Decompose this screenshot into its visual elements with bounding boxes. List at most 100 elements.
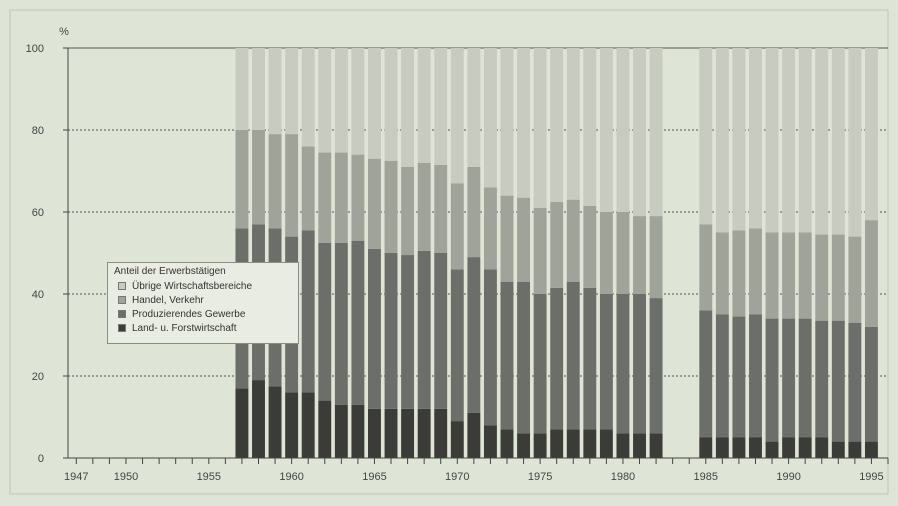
bar-segment [450,421,464,458]
bar-segment [467,166,481,258]
bar-segment [765,441,779,458]
bar-segment [732,230,746,317]
bar-segment [749,228,762,315]
bar-segment [633,216,646,294]
bar-segment [517,433,531,458]
chart-frame [9,9,889,495]
bar-segment [301,48,315,147]
bar-segment [235,48,249,130]
bar-segment [517,281,531,434]
bar-segment [318,242,332,401]
x-tick-label: 1950 [114,471,138,483]
bar-segment [633,433,646,458]
bar-segment [616,48,630,212]
bar-segment [235,130,249,229]
legend-label: Handel, Verkehr [132,294,204,306]
legend-item-land: Land- u. Forstwirtschaft [114,321,292,335]
bar-segment [566,281,580,430]
y-tick-label: 20 [32,371,44,383]
bar-segment [417,408,431,458]
bar-segment [864,441,878,458]
bar-segment [384,48,398,161]
bar-segment [334,242,348,405]
bar-segment [268,386,282,458]
bar-segment [384,408,398,458]
bar-segment [533,294,547,434]
bar-segment [831,320,845,442]
x-tick-label: 1985 [694,471,718,483]
bar-segment [500,195,514,282]
bar-segment [848,322,862,442]
bar-segment [815,320,829,438]
bar-segment [599,48,613,212]
bar-segment [616,294,630,434]
bar-segment [483,269,497,426]
bar-segment [699,48,713,225]
bar-segment [566,429,580,458]
bar-segment [699,310,713,438]
bar-segment [533,207,547,294]
bar-segment [649,298,663,434]
legend-label: Übrige Wirtschaftsbereiche [132,280,253,292]
bar-segment [765,48,779,233]
bar-segment [434,408,448,458]
bar-segment [583,48,597,206]
bar-segment [368,248,381,409]
bar-segment [732,316,746,438]
bar-segment [864,326,878,442]
bar-segment [268,48,282,135]
bar-segment [301,230,315,393]
bar-segment [831,48,845,235]
bar-segment [864,48,878,221]
bar-segment [334,48,348,153]
x-tick-label: 1970 [445,471,469,483]
bar-segment [583,429,597,458]
bar-segment [401,48,415,167]
bar-segment [417,162,431,251]
legend-swatch [118,282,126,290]
x-tick-label: 1995 [859,471,883,483]
bar-segment [715,48,729,233]
x-tick-label: 1980 [611,471,635,483]
bar-segment [533,48,547,208]
bar-segment [649,48,663,217]
bar-segment [417,48,431,163]
y-tick-label: 100 [26,43,44,55]
bar-segment [566,199,580,282]
bar-segment [252,130,265,225]
bar-segment [599,429,613,458]
bar-segment [401,166,415,256]
bar-segment [848,236,862,323]
legend-label: Land- u. Forstwirtschaft [132,322,237,334]
bar-segment [649,216,663,299]
bar-segment [417,250,431,409]
bar-segment [633,48,646,217]
bar-segment [798,48,812,233]
bar-segment [351,404,365,458]
bar-segment [450,269,464,422]
bar-segment [831,441,845,458]
bar-segment [467,48,481,167]
bar-segment [848,48,862,237]
legend-swatch [118,310,126,318]
bar-segment [483,425,497,458]
y-axis-label: % [59,26,69,38]
bar-segment [782,232,796,319]
bar-segment [732,437,746,458]
x-tick-label: 1955 [197,471,221,483]
bar-segment [401,408,415,458]
bar-segment [798,232,812,319]
bar-segment [517,48,531,198]
bar-segment [550,48,564,202]
bar-segment [450,48,464,184]
bar-segment [782,318,796,438]
legend-item-uebrige: Übrige Wirtschaftsbereiche [114,279,292,293]
bar-segment [533,433,547,458]
y-tick-label: 80 [32,125,44,137]
bar-segment [831,234,845,321]
bar-segment [368,408,381,458]
bar-segment [368,48,381,159]
bar-segment [318,400,332,458]
bar-segment [864,220,878,327]
